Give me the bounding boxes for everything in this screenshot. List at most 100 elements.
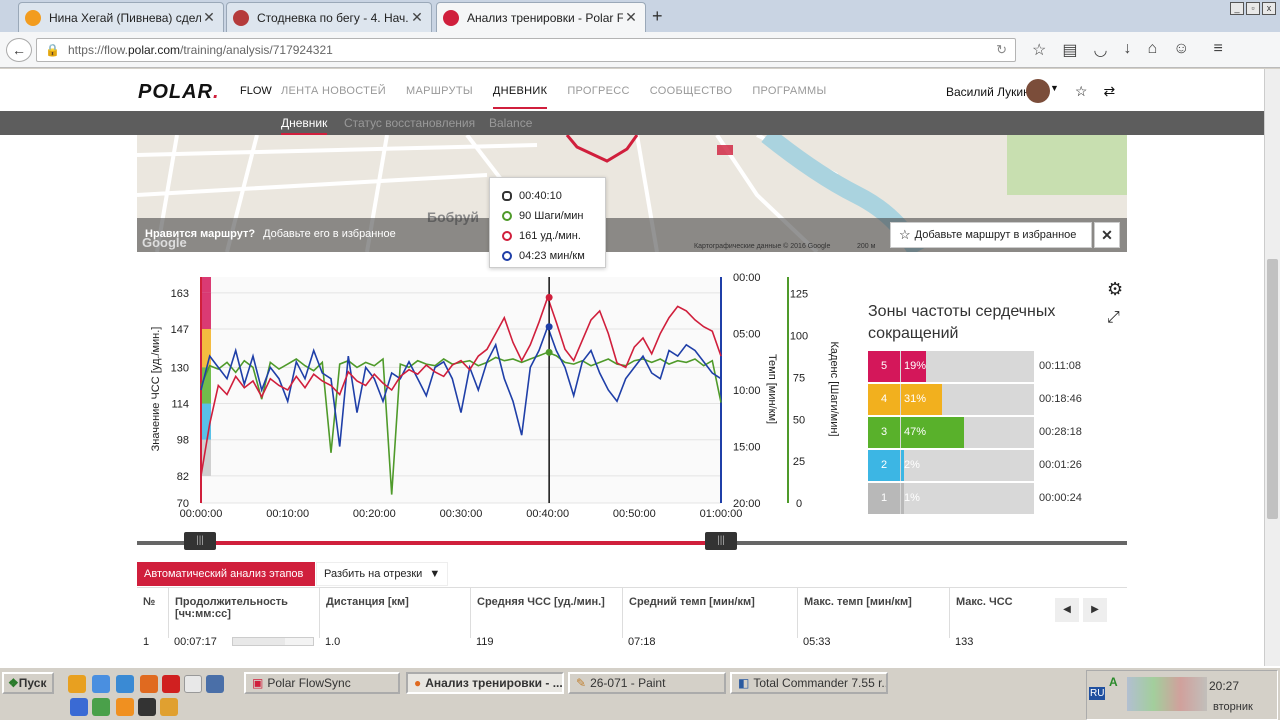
new-tab-button[interactable]: +: [652, 6, 663, 26]
tooltip-hr: 161 уд./мин.: [519, 230, 581, 242]
tray-icon[interactable]: A: [1109, 675, 1118, 689]
quicklaunch-icon[interactable]: [116, 675, 134, 693]
cadence-tick-label: 50: [793, 414, 805, 426]
col-num: №: [143, 596, 156, 608]
cell-max-pace: 05:33: [803, 636, 831, 648]
chrome-icon[interactable]: [92, 675, 110, 693]
subnav-balance[interactable]: Balance: [489, 116, 533, 130]
opera-icon[interactable]: [162, 675, 180, 693]
split-segments-button[interactable]: Разбить на отрезки ▼: [316, 562, 448, 586]
stopwatch-icon: [502, 191, 512, 201]
favorites-star-icon[interactable]: ☆: [1074, 83, 1088, 99]
page-scrollbar[interactable]: [1264, 69, 1280, 666]
task-browser[interactable]: ● Анализ тренировки - ...: [406, 672, 564, 694]
back-arrow-icon[interactable]: ←: [6, 38, 32, 62]
tab-title: Нина Хегай (Пивнева) сдел...: [49, 10, 201, 25]
menu-icon[interactable]: ≡: [1213, 40, 1223, 57]
tray-icons[interactable]: [1127, 677, 1207, 711]
route-map[interactable]: Бобруй Нравится маршрут? Добавьте его в и…: [137, 135, 1127, 252]
expand-icon[interactable]: ⤢: [1107, 309, 1120, 326]
quicklaunch-icon[interactable]: [68, 675, 86, 693]
user-name[interactable]: Василий Лукин: [946, 85, 1030, 99]
close-icon[interactable]: ✕: [411, 9, 423, 25]
close-icon[interactable]: ✕: [625, 9, 637, 25]
auto-lap-analysis-button[interactable]: Автоматический анализ этапов: [137, 562, 315, 586]
smiley-icon[interactable]: ☺: [1173, 40, 1190, 57]
range-start-handle[interactable]: |||: [184, 532, 216, 550]
url-bar[interactable]: 🔒 https://flow. polar.com/training/analys…: [36, 38, 1016, 62]
next-arrow-icon[interactable]: ▶: [1083, 598, 1107, 622]
nav-community[interactable]: СООБЩЕСТВО: [649, 85, 733, 97]
hr-zone-band: [202, 328, 211, 368]
firefox-icon: ●: [414, 676, 422, 690]
heart-rate-icon: [502, 231, 512, 241]
chevron-down-icon: ▼: [429, 568, 441, 580]
col-distance: Дистанция [км]: [319, 588, 470, 638]
nav-feed[interactable]: ЛЕНТА НОВОСТЕЙ: [281, 85, 387, 97]
quicklaunch-icon[interactable]: [70, 698, 88, 716]
reload-icon[interactable]: ↻: [996, 42, 1007, 57]
google-logo: Google: [142, 235, 187, 250]
task-paint[interactable]: ✎ 26-071 - Paint: [568, 672, 726, 694]
sync-icon[interactable]: ⇄: [1103, 83, 1116, 99]
zone-time: 00:01:26: [1039, 459, 1082, 471]
hr-tick-label: 82: [177, 471, 189, 483]
browser-tab-2[interactable]: Стодневка по бегу - 4. Нач... ✕: [226, 2, 432, 32]
pace-tick-label: 20:00: [733, 498, 761, 510]
zone-row-4: 4 31% 00:18:46: [868, 384, 1082, 415]
nav-diary[interactable]: ДНЕВНИК: [492, 85, 548, 109]
bookmark-star-icon[interactable]: ☆: [1032, 42, 1047, 59]
quicklaunch-icon[interactable]: [160, 698, 178, 716]
odnoklassniki-icon[interactable]: [116, 698, 134, 716]
subnav-recovery[interactable]: Статус восстановления: [344, 116, 476, 130]
training-chart[interactable]: 163 147 130 114 98 82 70 00:00:00 00:10:00 00:20:…: [137, 269, 857, 539]
zone-row-5: 5 19% 00:11:08: [868, 351, 1081, 382]
reading-list-icon[interactable]: ▤: [1062, 42, 1078, 59]
system-tray: RU A 20:27 вторник: [1086, 670, 1278, 720]
nav-programs[interactable]: ПРОГРАММЫ: [752, 85, 827, 97]
prev-arrow-icon[interactable]: ◀: [1055, 598, 1079, 622]
range-end-handle[interactable]: |||: [705, 532, 737, 550]
language-indicator[interactable]: RU: [1089, 687, 1106, 700]
home-icon[interactable]: ⌂: [1147, 40, 1158, 57]
close-window-icon[interactable]: x: [1262, 2, 1276, 15]
task-total-commander[interactable]: ◧ Total Commander 7.55 r...: [730, 672, 888, 694]
nav-progress[interactable]: ПРОГРЕСС: [567, 85, 630, 97]
nav-routes[interactable]: МАРШРУТЫ: [406, 85, 473, 97]
pocket-icon[interactable]: ◡: [1093, 42, 1108, 59]
x-tick-label: 01:00:00: [700, 508, 743, 520]
close-icon[interactable]: ✕: [203, 9, 215, 25]
subnav-diary[interactable]: Дневник: [281, 116, 328, 135]
tab-favicon-icon: [233, 9, 249, 26]
quicklaunch-icon[interactable]: [184, 675, 202, 693]
quicklaunch-icon[interactable]: [138, 698, 156, 716]
cadence-tick-label: 125: [790, 289, 808, 301]
start-button[interactable]: ❖Пуск: [2, 672, 54, 694]
add-route-favorite-button[interactable]: ☆ Добавьте маршрут в избранное: [890, 222, 1092, 248]
cadence-tick-label: 75: [793, 372, 805, 384]
hr-tick-label: 147: [171, 324, 189, 336]
scroll-thumb[interactable]: [1267, 259, 1278, 519]
avatar[interactable]: [1026, 79, 1050, 103]
range-selection: [200, 541, 721, 545]
quicklaunch-icon[interactable]: [92, 698, 110, 716]
close-favorite-button[interactable]: ✕: [1094, 222, 1120, 248]
time-range-slider[interactable]: ||| |||: [137, 532, 1127, 550]
firefox-icon[interactable]: [140, 675, 158, 693]
maximize-icon[interactable]: ▫: [1246, 2, 1260, 15]
polar-header: POLAR. FLOW ЛЕНТА НОВОСТЕЙ МАРШРУТЫ ДНЕВ…: [0, 69, 1264, 111]
cell-num: 1: [143, 636, 150, 648]
vk-icon[interactable]: [206, 675, 224, 693]
browser-tab-3[interactable]: Анализ тренировки - Polar F... ✕: [436, 2, 646, 32]
browser-tab-1[interactable]: Нина Хегай (Пивнева) сдел... ✕: [18, 2, 224, 32]
chevron-down-icon[interactable]: ▼: [1050, 83, 1059, 93]
chart-tooltip: 00:40:10 90 Шаги/мин 161 уд./мин. 04:23 …: [489, 177, 606, 268]
url-host: polar.com: [127, 43, 181, 57]
settings-gear-icon[interactable]: ⚙: [1107, 279, 1124, 299]
task-polar-flowsync[interactable]: ▣ Polar FlowSync: [244, 672, 400, 694]
polar-logo[interactable]: POLAR.: [138, 81, 220, 103]
tooltip-time: 00:40:10: [519, 190, 562, 202]
download-icon[interactable]: ↓: [1123, 40, 1132, 57]
minimize-icon[interactable]: _: [1230, 2, 1244, 15]
